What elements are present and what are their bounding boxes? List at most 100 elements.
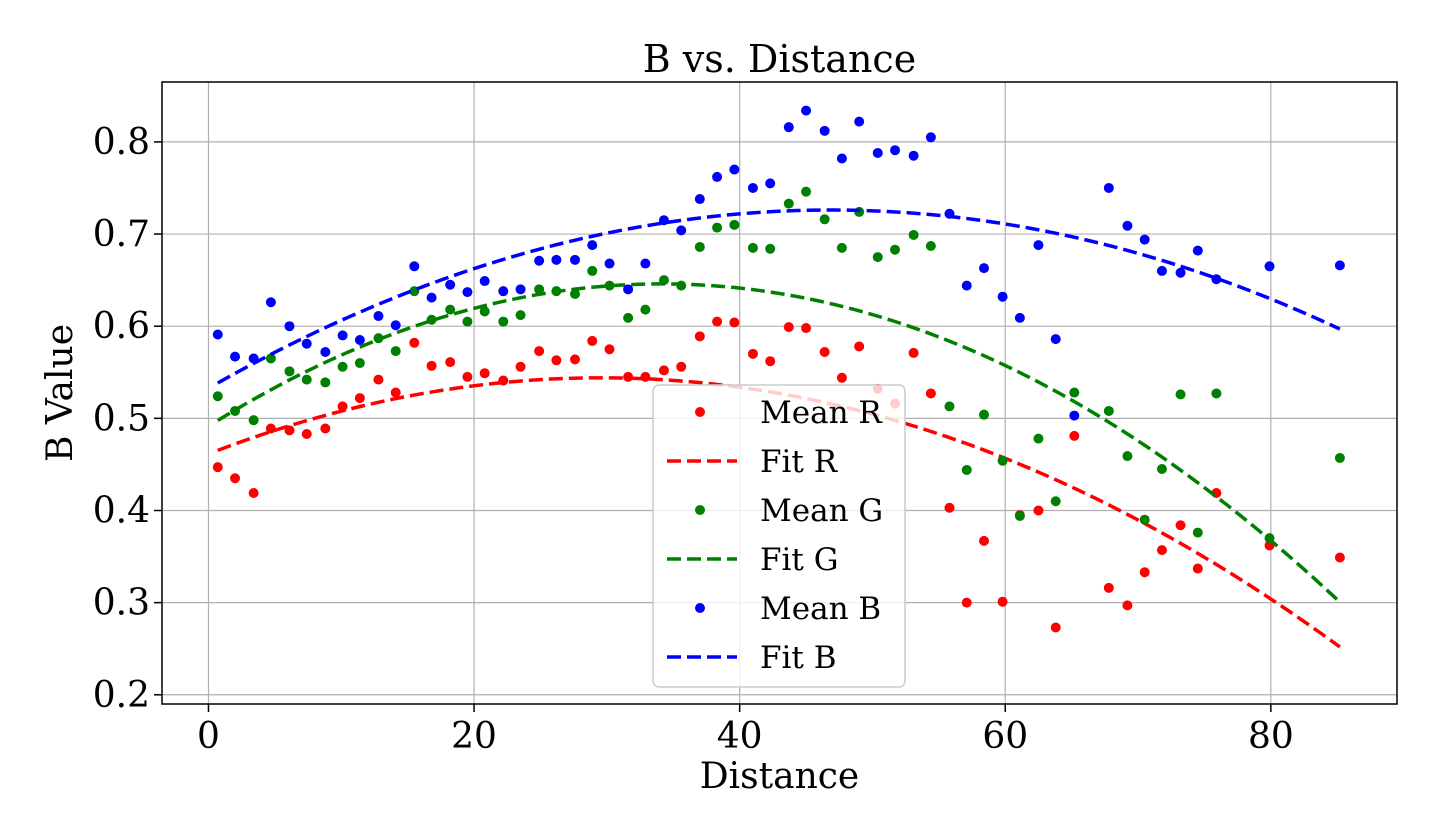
mean-b-point	[445, 279, 456, 290]
mean-b-point	[462, 287, 473, 298]
mean-g-point	[479, 306, 490, 317]
mean-r-point	[373, 374, 384, 385]
mean-r-point	[534, 346, 545, 357]
mean-r-point	[426, 360, 437, 371]
mean-r-point	[390, 387, 401, 398]
mean-r-point	[320, 423, 331, 434]
mean-r-point	[658, 365, 669, 376]
mean-g-point	[284, 366, 295, 377]
mean-r-point	[694, 331, 705, 342]
mean-r-point	[729, 317, 740, 328]
mean-r-point	[1139, 567, 1150, 578]
mean-b-point	[801, 105, 812, 116]
mean-g-point	[925, 241, 936, 252]
mean-g-point	[1033, 433, 1044, 444]
mean-g-point	[515, 310, 526, 321]
mean-b-point	[729, 164, 740, 175]
mean-g-point	[1334, 452, 1345, 463]
mean-g-point	[248, 415, 259, 426]
mean-r-point	[462, 371, 473, 382]
mean-g-point	[908, 229, 919, 240]
mean-b-point	[1139, 234, 1150, 245]
mean-b-point	[551, 254, 562, 265]
mean-g-point	[747, 242, 758, 253]
mean-g-point	[265, 353, 276, 364]
mean-b-point	[979, 263, 990, 274]
mean-g-point	[890, 244, 901, 255]
mean-b-point	[1069, 410, 1080, 421]
mean-r-point	[676, 361, 687, 372]
mean-b-point	[1122, 220, 1133, 231]
mean-b-point	[230, 351, 241, 362]
legend-label-fit-r: Fit R	[760, 444, 839, 480]
mean-g-point	[623, 312, 634, 323]
mean-r-point	[819, 346, 830, 357]
mean-g-point	[301, 374, 312, 385]
mean-g-point	[712, 222, 723, 233]
mean-g-point	[1014, 511, 1025, 522]
mean-g-point	[498, 316, 509, 327]
mean-b-point	[212, 329, 223, 340]
y-tick-label: 0.7	[93, 214, 150, 255]
mean-g-point	[1175, 389, 1186, 400]
axis-ticks: 0 20 40 60 80 0.2 0.3 0.4 0.5 0.6 0.7 0.8	[93, 122, 1294, 757]
mean-b-point	[337, 330, 348, 341]
mean-r-point	[445, 357, 456, 368]
mean-r-point	[409, 337, 420, 348]
mean-b-point	[373, 311, 384, 322]
mean-b-point	[997, 291, 1008, 302]
mean-b-point	[569, 254, 580, 265]
plot-frame	[161, 81, 1398, 705]
y-axis-label: B Value	[40, 324, 81, 462]
legend-entry-mean-b: Mean B	[695, 591, 881, 627]
mean-g-point	[320, 377, 331, 388]
mean-g-point	[819, 214, 830, 225]
legend-entry-mean-g: Mean G	[695, 493, 883, 529]
legend-entry-fit-g: Fit G	[667, 542, 839, 578]
y-tick-label: 0.5	[93, 398, 150, 439]
mean-b-point	[587, 240, 598, 251]
mean-r-point	[854, 341, 865, 352]
mean-r-point	[212, 462, 223, 473]
mean-g-point	[587, 265, 598, 276]
mean-b-point	[890, 145, 901, 156]
mean-r-point	[801, 323, 812, 334]
mean-g-point	[872, 252, 883, 263]
mean-b-point	[872, 147, 883, 158]
mean-r-point	[1334, 552, 1345, 563]
mean-b-point	[320, 346, 331, 357]
mean-r-point	[1050, 622, 1061, 633]
mean-b-point	[747, 182, 758, 193]
mean-r-point	[354, 393, 365, 404]
fit-g-line	[216, 282, 1342, 604]
mean-r-point	[230, 473, 241, 484]
fit-b-line	[216, 208, 1341, 385]
legend-marker-mean-r	[695, 407, 705, 417]
x-tick-label: 40	[717, 716, 763, 757]
x-tick-label: 80	[1248, 716, 1294, 757]
mean-r-point	[479, 368, 490, 379]
mean-b-point	[1103, 182, 1114, 193]
x-axis-label: Distance	[700, 756, 859, 797]
mean-g-series	[212, 186, 1345, 544]
mean-b-point	[479, 276, 490, 287]
mean-r-point	[765, 356, 776, 367]
mean-b-point	[712, 171, 723, 182]
mean-b-point	[390, 320, 401, 331]
mean-g-point	[390, 346, 401, 357]
mean-b-point	[1050, 334, 1061, 345]
mean-g-point	[569, 288, 580, 299]
mean-g-point	[1211, 388, 1222, 399]
mean-r-point	[1192, 563, 1203, 574]
mean-b-point	[1175, 267, 1186, 278]
mean-r-point	[587, 335, 598, 346]
mean-g-point	[1122, 451, 1133, 462]
y-tick-label: 0.6	[93, 306, 150, 347]
mean-r-point	[1122, 600, 1133, 611]
legend-label-mean-r: Mean R	[760, 395, 883, 431]
mean-b-point	[908, 150, 919, 161]
mean-r-point	[301, 429, 312, 440]
mean-r-point	[265, 423, 276, 434]
mean-b-point	[836, 153, 847, 164]
mean-b-point	[265, 297, 276, 308]
